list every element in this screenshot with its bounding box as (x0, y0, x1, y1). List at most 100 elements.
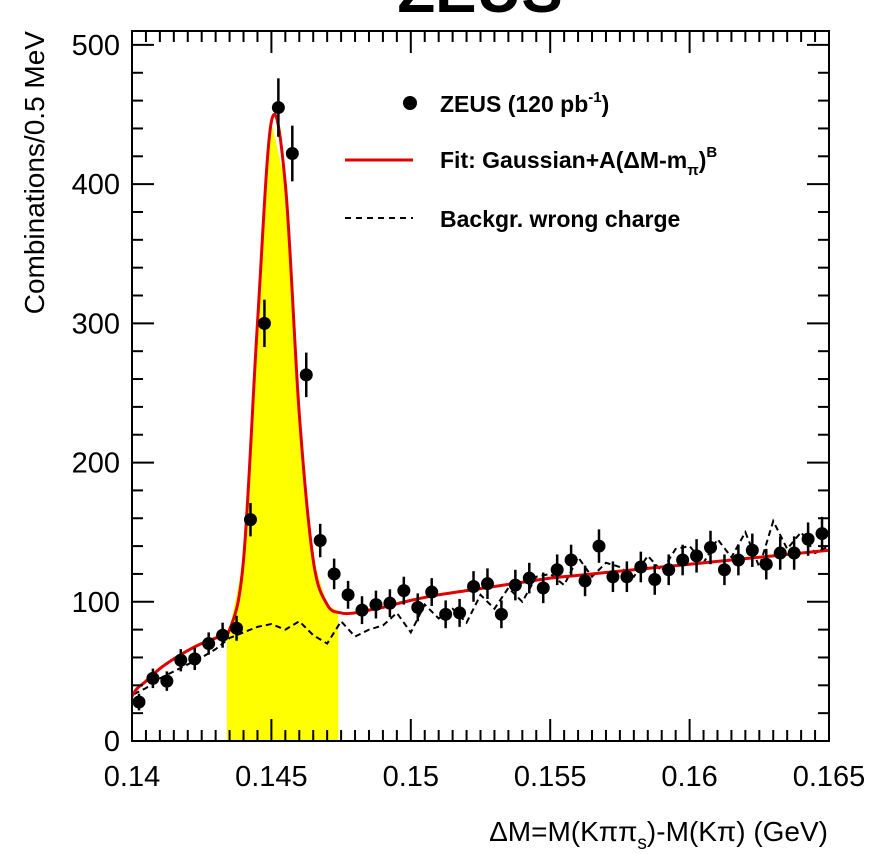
data-point (620, 561, 634, 593)
x-axis-title: ΔM=M(Kππs)-M(Kπ) (GeV) (489, 816, 828, 854)
data-point (271, 78, 285, 137)
data-point (731, 544, 745, 576)
data-point (801, 522, 815, 556)
data-marker (174, 653, 188, 667)
data-point (383, 589, 397, 618)
ticks-layer: 0.14 0.145 0.15 0.155 0.16 0.165 0 100 200 300 400… (72, 30, 866, 793)
data-marker (132, 695, 146, 709)
data-point (480, 568, 494, 599)
y-tick-label: 300 (72, 308, 120, 340)
data-point (230, 615, 244, 641)
legend-label-fit-paren: ) (699, 147, 707, 173)
data-point (453, 599, 467, 627)
data-point (425, 578, 439, 606)
data-marker (383, 596, 397, 610)
data-marker (188, 652, 202, 666)
data-marker (731, 553, 745, 567)
y-tick-label: 200 (72, 448, 120, 480)
data-point (299, 352, 313, 398)
data-point (439, 600, 453, 629)
data-point (494, 600, 508, 629)
data-marker (522, 571, 536, 585)
legend-label-fit-sub: π (687, 162, 699, 179)
data-marker (662, 563, 676, 577)
data-marker (327, 567, 341, 581)
legend-marker-data (403, 96, 417, 110)
data-point (550, 554, 564, 586)
data-marker (634, 560, 648, 574)
data-marker (285, 147, 299, 161)
data-marker (243, 513, 257, 527)
data-point (704, 530, 718, 565)
data-point (243, 502, 257, 537)
data-marker (606, 570, 620, 584)
data-marker (230, 621, 244, 635)
x-tick-label: 0.165 (793, 761, 866, 793)
data-marker (453, 606, 467, 620)
data-point (536, 572, 550, 604)
data-marker (425, 585, 439, 599)
data-point (397, 576, 411, 605)
data-point (578, 565, 592, 597)
data-marker (704, 540, 718, 554)
y-axis-title: Combinations/0.5 MeV (19, 31, 50, 315)
data-point (327, 558, 341, 590)
data-point (564, 544, 578, 576)
x-tick-label: 0.14 (104, 761, 160, 793)
data-point (787, 536, 801, 570)
data-marker (592, 539, 606, 553)
data-point (773, 536, 787, 570)
data-marker (759, 557, 773, 571)
legend-label-data-sup: -1 (588, 89, 601, 106)
data-point (467, 571, 481, 602)
data-marker (202, 637, 216, 651)
data-marker (815, 527, 829, 541)
y-tick-label: 400 (72, 169, 120, 201)
signal-window-layer (226, 121, 339, 741)
x-axis-title-part2: )-M(Kπ) (GeV) (647, 816, 828, 847)
data-point (648, 564, 662, 595)
points-layer (132, 78, 829, 711)
data-point (132, 693, 146, 711)
data-marker (508, 578, 522, 592)
data-marker (676, 553, 690, 567)
data-point (759, 548, 773, 580)
legend-label-fit-sup: B (706, 144, 717, 161)
data-point (745, 533, 759, 567)
x-tick-label: 0.145 (235, 761, 308, 793)
data-point (508, 569, 522, 601)
data-marker (536, 581, 550, 595)
data-marker (578, 574, 592, 588)
data-point (257, 299, 271, 348)
data-point (341, 580, 355, 609)
data-point (592, 529, 606, 563)
data-point (522, 562, 536, 594)
x-axis-title-sub: s (637, 833, 647, 854)
data-marker (801, 532, 815, 546)
data-point (606, 561, 620, 593)
data-marker (271, 101, 285, 115)
data-point (160, 671, 174, 691)
data-point (216, 622, 230, 648)
data-marker (160, 674, 174, 688)
data-marker (564, 553, 578, 567)
data-marker (717, 563, 731, 577)
data-point (174, 649, 188, 672)
data-point (662, 554, 676, 586)
data-marker (690, 549, 704, 563)
x-tick-label: 0.155 (514, 761, 587, 793)
legend-label-data: ZEUS (120 pb-1) (440, 89, 609, 117)
data-marker (313, 534, 327, 548)
data-marker (355, 603, 369, 617)
data-marker (467, 579, 481, 593)
data-point (634, 551, 648, 583)
data-marker (648, 573, 662, 587)
data-point (369, 590, 383, 619)
data-marker (216, 628, 230, 642)
data-marker (341, 588, 355, 602)
data-marker (745, 543, 759, 557)
legend-label-background: Backgr. wrong charge (440, 206, 680, 232)
y-tick-label: 0 (104, 726, 120, 758)
data-point (146, 668, 160, 689)
